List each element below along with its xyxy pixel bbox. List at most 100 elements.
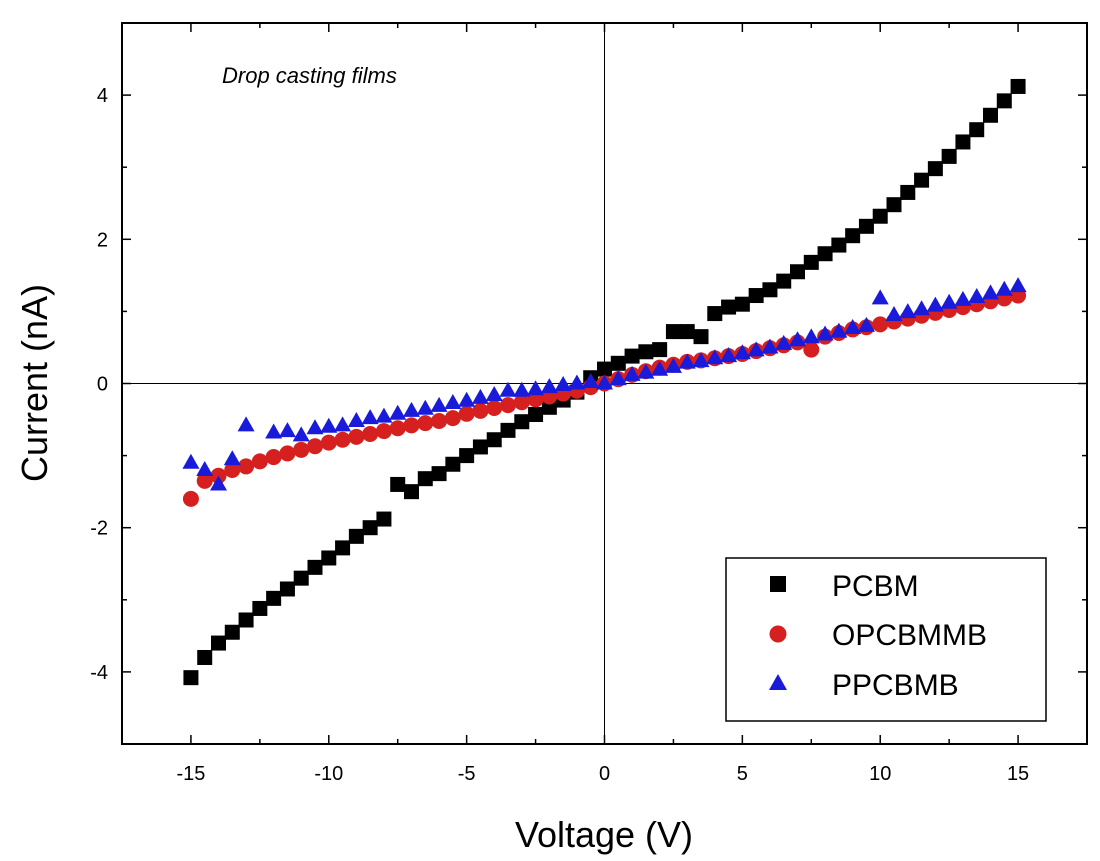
data-point-ppcbmb <box>485 386 503 402</box>
data-point-pcbm <box>390 476 406 492</box>
series-pcbm <box>183 78 1026 686</box>
data-point-pcbm <box>252 600 268 616</box>
data-point-ppcbmb <box>361 409 379 425</box>
x-tick-label: 10 <box>869 763 891 785</box>
data-point-pcbm <box>224 624 240 640</box>
data-point-opcbmmb <box>348 428 365 445</box>
data-point-pcbm <box>335 540 351 556</box>
data-point-ppcbmb <box>857 316 875 332</box>
data-point-ppcbmb <box>458 391 476 407</box>
data-point-pcbm <box>293 570 309 586</box>
data-point-opcbmmb <box>513 394 530 411</box>
data-point-pcbm <box>748 288 764 304</box>
data-point-pcbm <box>941 148 957 164</box>
data-point-pcbm <box>679 324 695 340</box>
legend-label-ppcbmb: PPCBMB <box>832 669 959 702</box>
data-point-opcbmmb <box>196 472 213 489</box>
data-point-ppcbmb <box>692 352 710 368</box>
data-point-ppcbmb <box>306 419 324 435</box>
data-point-opcbmmb <box>251 453 268 470</box>
data-point-pcbm <box>914 172 930 188</box>
legend-marker-ppcbmb <box>769 674 787 690</box>
data-point-ppcbmb <box>389 404 407 420</box>
data-point-ppcbmb <box>609 370 627 386</box>
data-point-opcbmmb <box>472 402 489 419</box>
series-ppcbmb <box>182 277 1027 491</box>
data-point-ppcbmb <box>720 347 738 363</box>
data-point-pcbm <box>969 122 985 138</box>
data-point-ppcbmb <box>596 374 613 390</box>
data-point-opcbmmb <box>486 400 503 417</box>
data-point-ppcbmb <box>320 417 338 433</box>
data-point-pcbm <box>734 296 750 312</box>
data-point-ppcbmb <box>789 331 806 347</box>
x-tick-label: -15 <box>176 763 205 785</box>
data-point-opcbmmb <box>307 438 323 455</box>
data-point-pcbm <box>955 134 971 150</box>
data-point-pcbm <box>665 324 681 340</box>
data-point-pcbm <box>693 329 709 345</box>
data-point-ppcbmb <box>1009 277 1027 293</box>
data-point-pcbm <box>183 670 199 686</box>
data-point-ppcbmb <box>554 375 572 391</box>
data-point-pcbm <box>528 407 544 423</box>
data-point-pcbm <box>996 93 1012 109</box>
data-point-pcbm <box>1010 78 1026 94</box>
data-point-opcbmmb <box>334 431 351 448</box>
y-tick-label: -2 <box>90 518 108 540</box>
data-point-opcbmmb <box>389 420 406 437</box>
data-point-opcbmmb <box>527 391 544 408</box>
data-point-pcbm <box>790 264 805 280</box>
y-axis-title: Current (nA) <box>14 284 55 482</box>
data-point-pcbm <box>362 520 378 536</box>
data-point-pcbm <box>872 208 888 224</box>
data-point-ppcbmb <box>499 381 517 397</box>
data-point-ppcbmb <box>637 363 655 379</box>
data-point-pcbm <box>431 466 447 482</box>
data-point-pcbm <box>831 237 847 253</box>
data-point-pcbm <box>707 306 723 322</box>
data-point-ppcbmb <box>761 338 779 354</box>
data-point-ppcbmb <box>334 416 352 432</box>
data-point-ppcbmb <box>706 349 724 365</box>
data-point-ppcbmb <box>292 426 310 442</box>
y-tick-label: 4 <box>97 85 108 107</box>
data-point-ppcbmb <box>513 381 531 397</box>
data-point-ppcbmb <box>926 296 944 312</box>
data-point-ppcbmb <box>182 453 200 469</box>
data-point-pcbm <box>500 422 516 438</box>
data-point-pcbm <box>776 273 792 289</box>
y-tick-label: 2 <box>97 229 108 251</box>
data-point-ppcbmb <box>830 322 848 338</box>
data-point-ppcbmb <box>196 461 214 477</box>
data-point-opcbmmb <box>403 417 420 434</box>
data-point-ppcbmb <box>664 357 682 373</box>
data-point-opcbmmb <box>417 415 434 432</box>
data-point-ppcbmb <box>375 407 393 423</box>
data-point-pcbm <box>900 184 916 200</box>
data-point-ppcbmb <box>678 353 696 369</box>
legend: PCBM OPCBMMB PPCBMB <box>725 557 1047 722</box>
x-tick-label: 15 <box>1007 763 1029 785</box>
data-point-ppcbmb <box>651 360 669 376</box>
data-point-opcbmmb <box>458 405 475 422</box>
data-point-pcbm <box>279 581 295 597</box>
data-point-ppcbmb <box>968 287 986 303</box>
data-point-ppcbmb <box>223 450 241 466</box>
data-point-ppcbmb <box>210 475 227 491</box>
data-point-ppcbmb <box>540 378 558 394</box>
data-point-ppcbmb <box>844 318 862 334</box>
data-point-ppcbmb <box>802 328 820 344</box>
data-point-ppcbmb <box>347 411 365 427</box>
data-point-ppcbmb <box>278 422 296 438</box>
data-point-ppcbmb <box>582 373 600 389</box>
data-point-pcbm <box>762 282 778 298</box>
x-tick-label: 5 <box>737 763 748 785</box>
data-point-pcbm <box>638 344 654 360</box>
data-point-pcbm <box>376 511 392 527</box>
data-point-pcbm <box>927 161 943 177</box>
data-point-opcbmmb <box>362 425 379 442</box>
data-point-pcbm <box>197 649 213 665</box>
points-layer <box>182 78 1027 686</box>
data-point-ppcbmb <box>995 280 1013 296</box>
